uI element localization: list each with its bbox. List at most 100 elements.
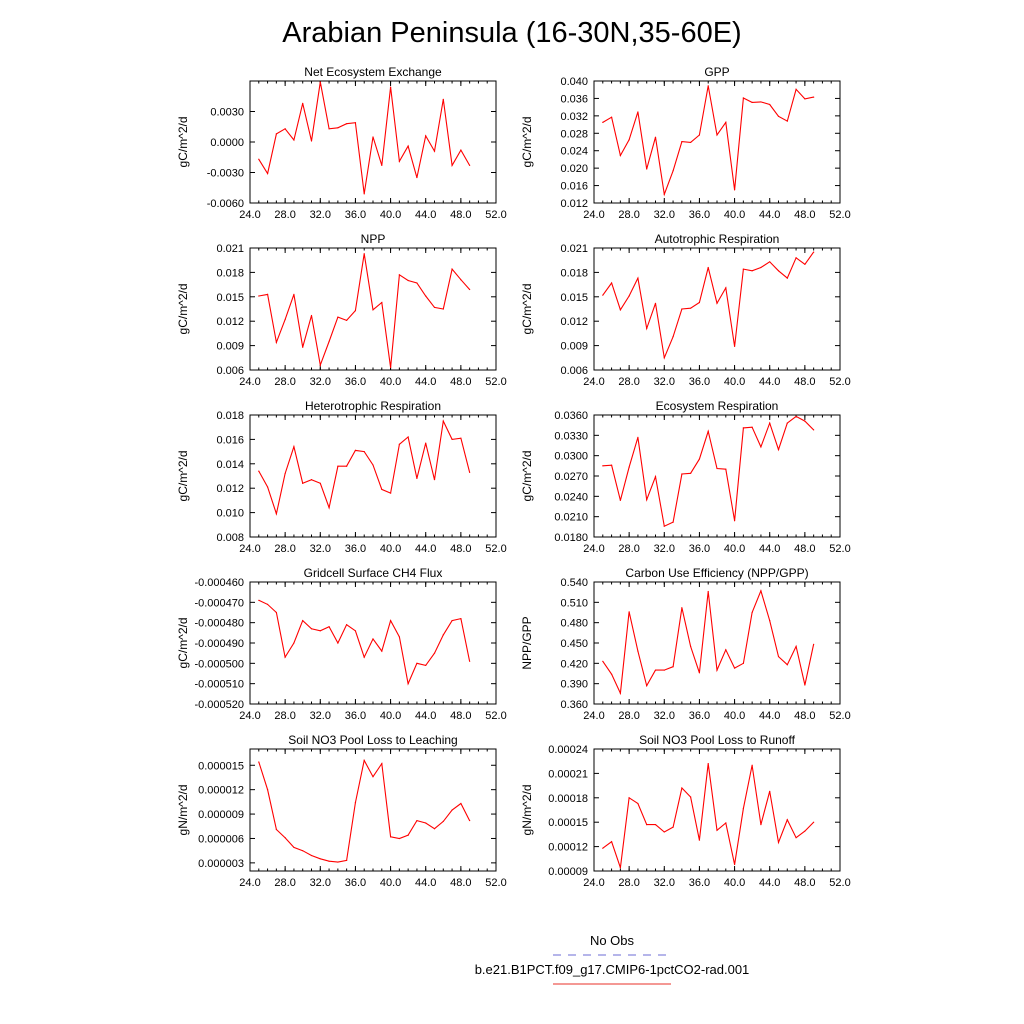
x-tick-label: 52.0 [829, 877, 850, 889]
data-point [310, 140, 313, 142]
data-point [258, 295, 260, 297]
y-tick-label: 0.040 [560, 76, 588, 88]
panel-title: Gridcell Surface CH4 Flux [304, 566, 443, 580]
data-point [742, 97, 744, 99]
data-point [425, 135, 427, 137]
data-point [354, 449, 357, 451]
x-tick-label: 32.0 [654, 209, 675, 221]
plot-frame [593, 748, 841, 872]
x-tick-label: 36.0 [345, 543, 366, 555]
data-point [381, 164, 383, 166]
data-point [760, 101, 762, 103]
x-tick-label: 48.0 [450, 209, 471, 221]
data-point [416, 819, 418, 822]
panel-3: Autotrophic Respiration gC/m^2/d 24.0 28.0 3… [520, 232, 851, 388]
data-point [460, 618, 462, 620]
data-point [407, 683, 409, 685]
x-tick-label: 48.0 [794, 877, 815, 889]
data-point [310, 314, 313, 317]
data-point [363, 759, 365, 761]
data-point [777, 115, 780, 117]
data-point [275, 133, 277, 135]
data-point [398, 443, 400, 445]
data-point [777, 448, 780, 451]
data-point [258, 158, 260, 160]
x-tick-label: 32.0 [310, 376, 331, 388]
x-tick-label: 28.0 [274, 209, 295, 221]
y-tick-label: 0.018 [216, 267, 244, 279]
x-tick-label: 44.0 [759, 209, 780, 221]
data-point [407, 834, 409, 836]
y-tick-label: -0.0030 [207, 168, 244, 180]
y-tick-label: 0.0270 [554, 471, 588, 483]
x-tick-label: 24.0 [583, 710, 604, 722]
data-point [804, 98, 806, 100]
data-point [610, 282, 613, 284]
x-tick-label: 48.0 [794, 710, 815, 722]
x-tick-label: 28.0 [618, 543, 639, 555]
data-point [372, 309, 374, 311]
data-point [760, 590, 762, 592]
data-point [795, 257, 797, 259]
data-point [381, 650, 383, 652]
data-point [716, 829, 718, 831]
y-tick-label: 0.000009 [198, 809, 244, 821]
x-tick-label: 40.0 [380, 710, 401, 722]
data-point [293, 139, 295, 141]
data-point [293, 293, 295, 295]
legend-obs-label: No Obs [590, 933, 635, 948]
data-point [769, 103, 771, 106]
data-point [451, 438, 453, 440]
y-axis-label: gN/m^2/d [520, 785, 534, 836]
data-point [451, 809, 453, 811]
x-tick-label: 48.0 [450, 710, 471, 722]
plot-frame [249, 414, 497, 538]
data-point [760, 446, 762, 448]
x-tick-label: 36.0 [689, 710, 710, 722]
plot-frame [593, 247, 841, 371]
x-tick-label: 52.0 [485, 877, 506, 889]
x-tick-label: 24.0 [239, 209, 260, 221]
y-tick-label: 0.028 [560, 128, 588, 140]
x-tick-label: 28.0 [274, 543, 295, 555]
y-tick-label: 0.036 [560, 93, 588, 105]
data-point [363, 451, 365, 453]
data-point [663, 193, 665, 195]
data-point [733, 345, 736, 348]
series-line [602, 589, 815, 696]
y-tick-label: -0.000490 [194, 638, 244, 650]
y-tick-label: 0.480 [560, 618, 588, 630]
y-tick-label: 0.0000 [210, 137, 244, 149]
panel-8: Soil NO3 Pool Loss to Leaching gN/m^2/d 24… [176, 733, 507, 889]
data-point [354, 310, 357, 312]
y-tick-label: 0.018 [216, 410, 244, 422]
panel-2: NPP gC/m^2/d 24.0 28.0 32.0 36.0 40.0 44.0 48.0 5… [176, 232, 507, 388]
data-point [672, 521, 674, 523]
data-point [760, 266, 762, 269]
plot-frame [249, 748, 497, 872]
x-tick-label: 52.0 [829, 376, 850, 388]
plot-frame [249, 581, 497, 705]
data-point [742, 662, 744, 664]
data-point [733, 189, 736, 191]
series-line [258, 599, 471, 686]
data-point [681, 787, 683, 789]
data-point [813, 821, 815, 823]
x-tick-label: 40.0 [380, 209, 401, 221]
data-point [777, 655, 780, 658]
data-point [602, 121, 604, 123]
data-point [266, 603, 269, 605]
x-tick-label: 40.0 [724, 710, 745, 722]
y-tick-label: 0.008 [216, 532, 244, 544]
data-point [751, 270, 753, 272]
data-point [346, 465, 348, 467]
series-line [602, 763, 814, 868]
data-point [319, 482, 321, 484]
data-point [389, 492, 392, 494]
data-point [372, 464, 374, 466]
data-point [707, 430, 709, 432]
data-point [646, 824, 648, 826]
data-point [602, 660, 604, 662]
data-point [416, 176, 418, 179]
x-tick-label: 24.0 [239, 877, 260, 889]
